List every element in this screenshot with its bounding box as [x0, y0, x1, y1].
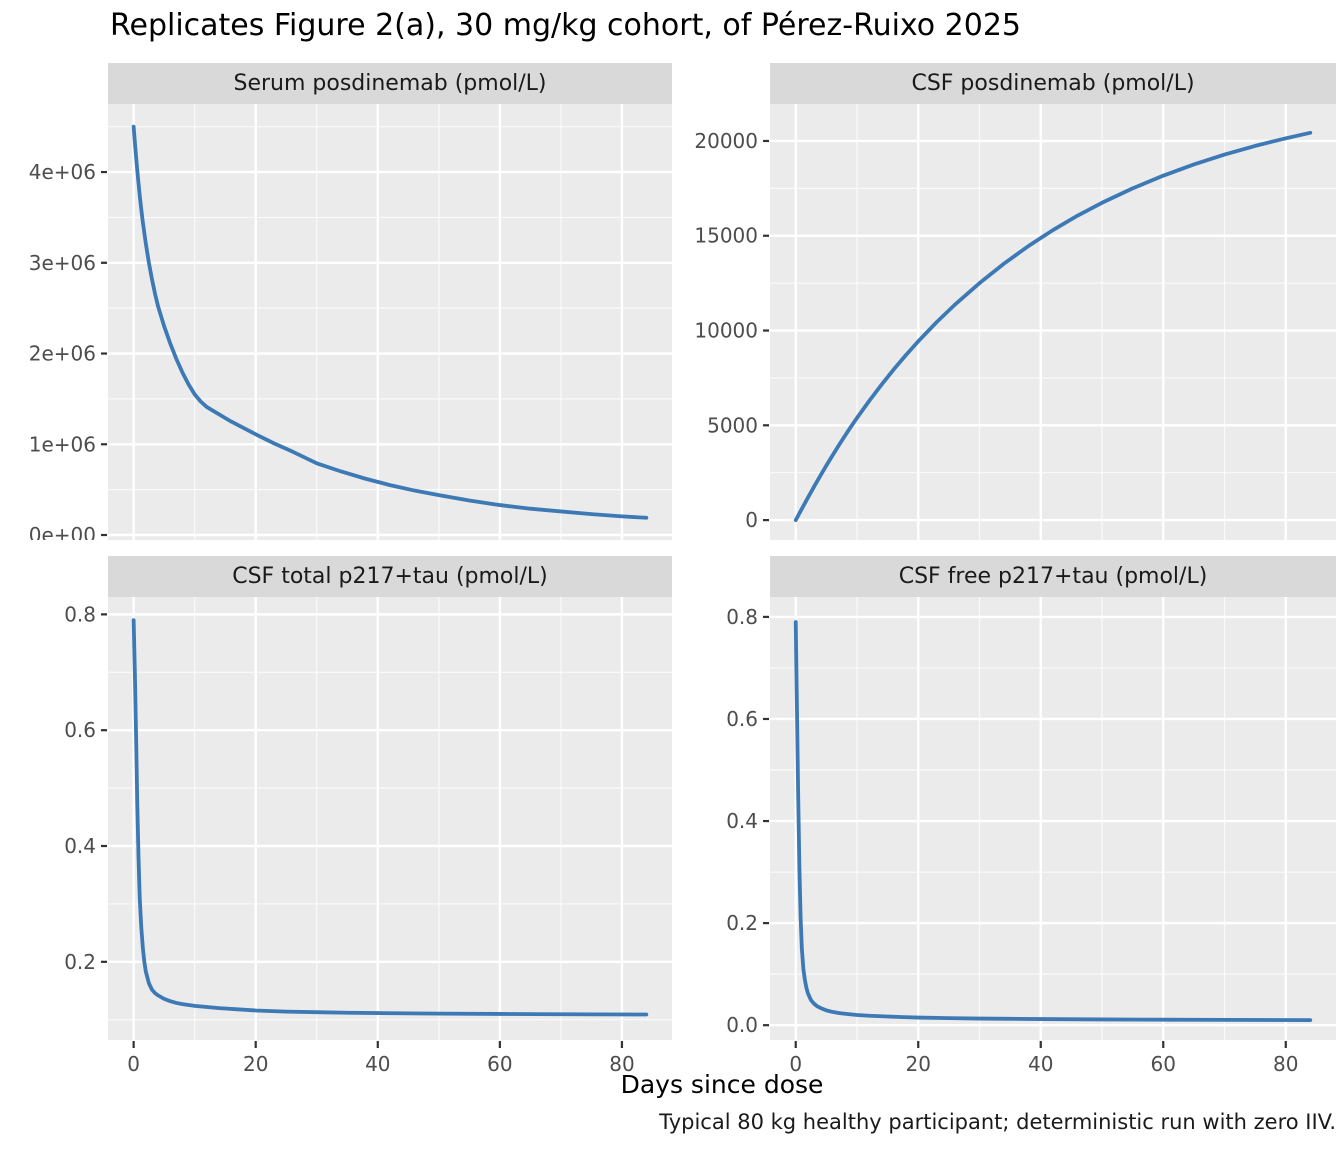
- svg-text:1e+06: 1e+06: [29, 432, 96, 456]
- panel-strip-csf: CSF posdinemab (pmol/L): [770, 63, 1336, 104]
- svg-text:80: 80: [1273, 1052, 1298, 1075]
- svg-text:60: 60: [1151, 1052, 1176, 1075]
- svg-text:2e+06: 2e+06: [29, 342, 96, 366]
- svg-text:0e+00: 0e+00: [29, 523, 96, 540]
- svg-text:0.8: 0.8: [64, 602, 96, 626]
- svg-text:3e+06: 3e+06: [29, 251, 96, 275]
- panel-strip-csf-total-p217tau-label: CSF total p217+tau (pmol/L): [232, 564, 548, 589]
- panel-strip-serum: Serum posdinemab (pmol/L): [108, 63, 672, 104]
- serum-posdinemab-plot: 0e+00 1e+06 2e+06 3e+06 4e+06: [29, 104, 672, 540]
- svg-text:20000: 20000: [694, 129, 758, 153]
- figure-title: Replicates Figure 2(a), 30 mg/kg cohort,…: [110, 8, 1021, 43]
- csf-free-p217tau-plot: 0.0 0.2 0.4 0.6 0.8 0 20 40 60 80: [726, 597, 1336, 1075]
- x-axis-label: Days since dose: [620, 1070, 824, 1099]
- svg-text:0.0: 0.0: [726, 1013, 758, 1037]
- svg-text:40: 40: [1028, 1052, 1053, 1075]
- svg-text:0.4: 0.4: [64, 834, 96, 858]
- svg-text:0: 0: [745, 508, 758, 532]
- svg-text:0.2: 0.2: [726, 911, 758, 935]
- panel-strip-csf-free-p217tau: CSF free p217+tau (pmol/L): [770, 556, 1336, 597]
- svg-text:0: 0: [127, 1052, 140, 1075]
- svg-text:0.6: 0.6: [64, 718, 96, 742]
- svg-text:15000: 15000: [694, 224, 758, 248]
- svg-text:4e+06: 4e+06: [29, 160, 96, 184]
- csf-total-p217tau-plot: 0.2 0.4 0.6 0.8 0 20 40 60 80: [64, 597, 672, 1075]
- svg-text:20: 20: [243, 1052, 268, 1075]
- panel-strip-serum-label: Serum posdinemab (pmol/L): [233, 71, 547, 96]
- panel-strip-csf-free-p217tau-label: CSF free p217+tau (pmol/L): [898, 564, 1208, 589]
- svg-text:0.6: 0.6: [726, 707, 758, 731]
- svg-text:0.8: 0.8: [726, 605, 758, 629]
- svg-text:0.2: 0.2: [64, 950, 96, 974]
- svg-text:10000: 10000: [694, 319, 758, 343]
- svg-text:0: 0: [789, 1052, 802, 1075]
- panel-strip-csf-label: CSF posdinemab (pmol/L): [911, 71, 1195, 96]
- svg-text:40: 40: [365, 1052, 390, 1075]
- svg-text:20: 20: [906, 1052, 931, 1075]
- svg-text:80: 80: [609, 1052, 634, 1075]
- svg-text:60: 60: [487, 1052, 512, 1075]
- svg-text:5000: 5000: [707, 413, 758, 437]
- svg-text:0.4: 0.4: [726, 809, 758, 833]
- figure-caption: Typical 80 kg healthy participant; deter…: [659, 1110, 1336, 1134]
- csf-posdinemab-plot: 0 5000 10000 15000 20000: [694, 104, 1336, 540]
- panel-strip-csf-total-p217tau: CSF total p217+tau (pmol/L): [108, 556, 672, 597]
